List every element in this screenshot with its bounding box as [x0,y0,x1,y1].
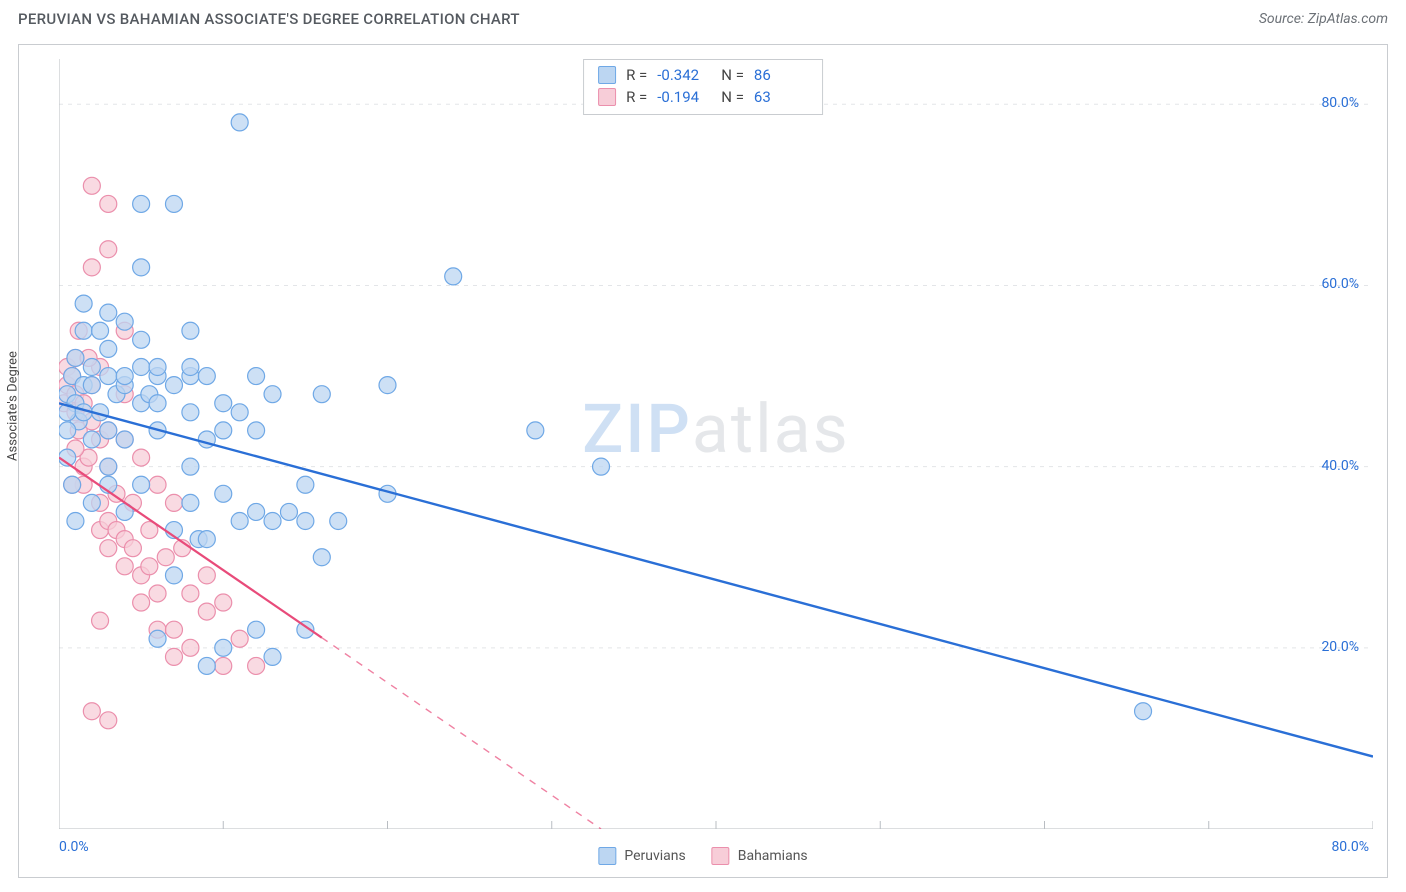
y-tick-label: 40.0% [1321,458,1359,474]
legend-label: Peruvians [624,848,685,864]
stats-row-2: R = -0.194 N = 63 [598,86,808,108]
r-label: R = [626,66,647,84]
legend-item-peruvians: Peruvians [598,847,685,865]
x-min-label: 0.0% [59,839,89,855]
n-value: 86 [754,66,808,84]
legend-bottom: Peruvians Bahamians [598,847,807,865]
legend-label: Bahamians [738,848,808,864]
x-max-label: 80.0% [1331,839,1369,855]
stats-row-1: R = -0.342 N = 86 [598,64,808,86]
swatch-bahamians-icon [712,847,730,865]
r-value: -0.342 [657,66,711,84]
scatter-svg [59,59,1373,829]
n-label: N = [721,88,744,106]
y-tick-label: 60.0% [1321,276,1359,292]
n-value: 63 [754,88,808,106]
r-value: -0.194 [657,88,711,106]
chart-frame: Associate's Degree ZIPatlas R = -0.342 N… [18,44,1388,878]
chart-title: PERUVIAN VS BAHAMIAN ASSOCIATE'S DEGREE … [18,10,520,28]
r-label: R = [626,88,647,106]
y-tick-label: 20.0% [1321,639,1359,655]
n-label: N = [721,66,744,84]
legend-item-bahamians: Bahamians [712,847,808,865]
swatch-peruvians-icon [598,66,616,84]
y-tick-label: 80.0% [1321,95,1359,111]
swatch-peruvians-icon [598,847,616,865]
swatch-bahamians-icon [598,88,616,106]
stats-box: R = -0.342 N = 86 R = -0.194 N = 63 [583,59,823,115]
y-axis-label: Associate's Degree [6,351,21,461]
plot-area: ZIPatlas [59,59,1373,829]
source-label: Source: ZipAtlas.com [1259,11,1388,27]
